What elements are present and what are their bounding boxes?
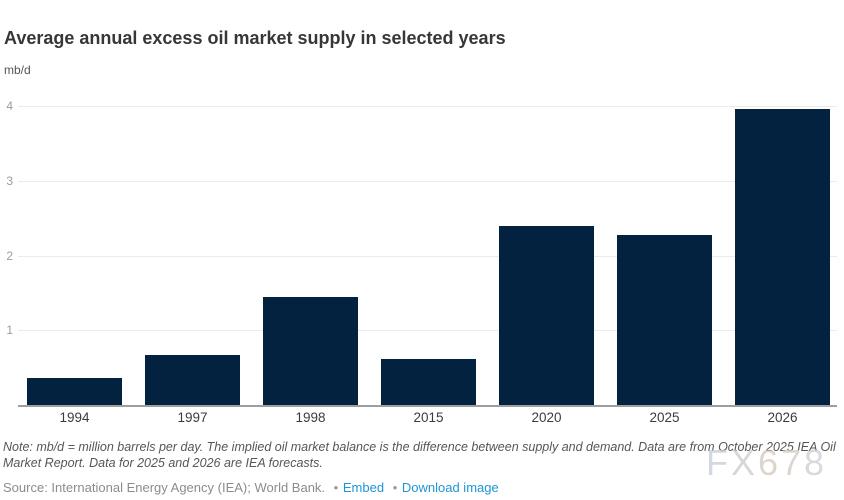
- y-tick-label: 3: [6, 173, 13, 188]
- bar-2025[interactable]: [617, 235, 712, 405]
- gridline: [18, 106, 837, 107]
- bar-2020[interactable]: [499, 225, 594, 405]
- y-axis-unit-label: mb/d: [4, 63, 31, 77]
- y-tick-label: 2: [6, 248, 13, 263]
- x-tick-label: 2025: [649, 410, 680, 425]
- embed-link[interactable]: Embed: [342, 480, 385, 495]
- bar-1994[interactable]: [27, 378, 122, 405]
- chart-title: Average annual excess oil market supply …: [4, 28, 506, 48]
- gridline: [18, 330, 837, 332]
- download-image-link[interactable]: Download image: [401, 480, 499, 495]
- x-tick-label: 1998: [295, 410, 326, 425]
- x-tick-label: 2020: [531, 410, 562, 425]
- x-tick-label: 2026: [767, 410, 798, 425]
- footnote: Note: mb/d = million barrels per day. Th…: [3, 440, 836, 470]
- y-tick-label: 1: [6, 323, 13, 338]
- x-axis-line: [18, 405, 837, 407]
- bar-2015[interactable]: [381, 358, 476, 405]
- bullet-separator: •: [333, 480, 339, 495]
- gridline: [18, 180, 837, 182]
- bullet-separator: •: [392, 480, 398, 495]
- bar-1997[interactable]: [145, 354, 240, 405]
- bar-1998[interactable]: [263, 297, 358, 405]
- x-tick-label: 2015: [413, 410, 444, 425]
- x-tick-label: 1997: [177, 410, 208, 425]
- x-tick-label: 1994: [59, 410, 90, 425]
- y-tick-label: 4: [6, 99, 13, 113]
- gridline: [18, 255, 837, 257]
- source-line: Source: International Energy Agency (IEA…: [3, 480, 841, 495]
- source-text: Source: International Energy Agency (IEA…: [3, 480, 326, 495]
- bar-2026[interactable]: [735, 108, 830, 405]
